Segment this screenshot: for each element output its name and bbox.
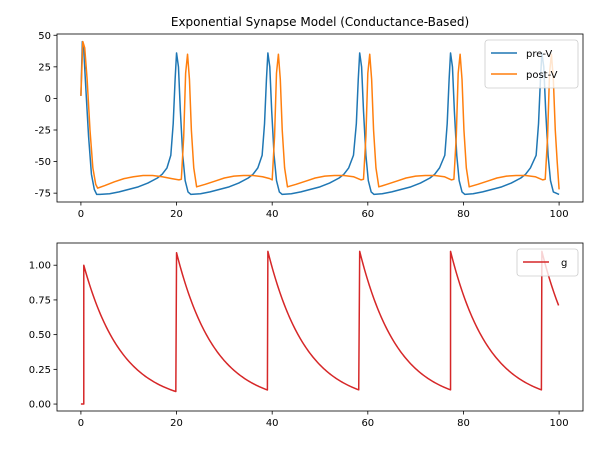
- axes-voltage: 0 20 40 60 80 100 -75 -50 -25 0 25 50 pre-V post-V: [35, 31, 584, 220]
- voltage-ticks: 0 20 40 60 80 100 -75 -50 -25 0 25 50: [35, 31, 569, 220]
- series-line-post-v: [80, 40, 560, 190]
- legend-label-post-v: post-V: [526, 70, 558, 81]
- legend-label-g: g: [561, 258, 567, 269]
- x-tick-label: 80: [457, 418, 470, 429]
- x-tick-label: 0: [78, 209, 84, 220]
- y-tick-label: 50: [38, 31, 51, 42]
- series-line-g: [80, 250, 560, 405]
- conductance-lines: [80, 250, 560, 405]
- y-tick-label: 1.00: [29, 261, 51, 272]
- conductance-axes-frame: [56, 242, 584, 412]
- x-tick-label: 20: [170, 209, 183, 220]
- y-tick-label: 25: [38, 62, 51, 73]
- y-tick-label: -50: [35, 157, 51, 168]
- voltage-lines: [80, 40, 560, 196]
- x-tick-label: 60: [361, 418, 374, 429]
- y-tick-label: -75: [35, 189, 51, 200]
- chart-title: Exponential Synapse Model (Conductance-B…: [171, 15, 469, 29]
- conductance-legend: g: [516, 248, 579, 277]
- y-tick-label: 0: [45, 94, 51, 105]
- voltage-axes-frame: [56, 33, 584, 203]
- x-tick-label: 100: [550, 209, 569, 220]
- x-tick-label: 40: [266, 418, 279, 429]
- voltage-legend: pre-V post-V: [484, 39, 579, 89]
- x-tick-label: 0: [78, 418, 84, 429]
- x-tick-label: 100: [550, 418, 569, 429]
- x-tick-label: 80: [457, 209, 470, 220]
- y-tick-label: -25: [35, 126, 51, 137]
- y-tick-label: 0.75: [29, 295, 51, 306]
- voltage-legend-box: [484, 39, 579, 89]
- series-line-pre-v: [80, 40, 560, 196]
- legend-label-pre-v: pre-V: [526, 49, 552, 60]
- y-tick-label: 0.00: [29, 400, 51, 411]
- x-tick-label: 60: [361, 209, 374, 220]
- y-tick-label: 0.25: [29, 365, 51, 376]
- y-tick-label: 0.50: [29, 330, 51, 341]
- axes-conductance: 0 20 40 60 80 100 0.00 0.25 0.50 0.75 1.00 g: [29, 242, 584, 429]
- x-tick-label: 20: [170, 418, 183, 429]
- conductance-ticks: 0 20 40 60 80 100 0.00 0.25 0.50 0.75 1.00: [29, 261, 569, 429]
- x-tick-label: 40: [266, 209, 279, 220]
